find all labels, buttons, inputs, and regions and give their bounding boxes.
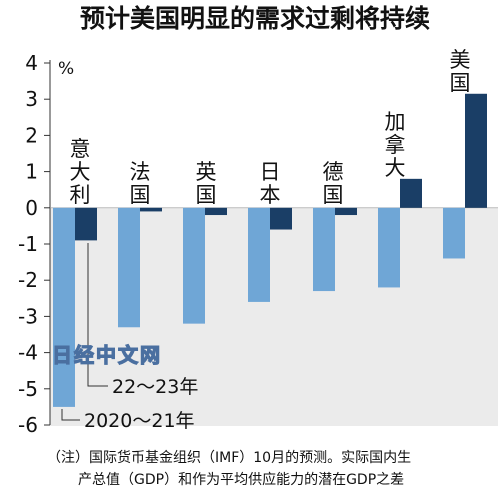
y-tick-label: 2 xyxy=(25,123,38,147)
footnote-line-1: （注）国际货币基金组织（IMF）10月的预测。实际国内生 xyxy=(47,449,411,466)
legend-label-light: 2020～21年 xyxy=(84,410,195,432)
watermark: 日经中文网 xyxy=(52,343,162,367)
bar-2020-21-0 xyxy=(53,207,75,407)
y-tick-label: -5 xyxy=(18,377,38,401)
y-tick-label: -6 xyxy=(18,413,38,437)
bar-22-23-3 xyxy=(270,207,292,230)
legend-label-dark: 22～23年 xyxy=(112,376,198,398)
bar-22-23-1 xyxy=(140,207,162,212)
legend-leader-light xyxy=(61,409,80,421)
y-tick-label: 3 xyxy=(25,87,38,111)
bar-2020-21-4 xyxy=(313,207,335,292)
chart-title: 预计美国明显的需求过剩将持续 xyxy=(80,4,430,33)
bar-2020-21-6 xyxy=(443,207,465,259)
y-ticks: 4 3 2 1 0 -1 -2 -3 -4 -5 -6 xyxy=(18,51,498,437)
category-label-1: 法国 xyxy=(130,160,151,207)
bar-22-23-2 xyxy=(205,207,227,216)
y-tick-label: -4 xyxy=(18,341,38,365)
footnote-line-2: 产总值（GDP）和作为平均供应能力的潜在GDP之差 xyxy=(78,471,404,488)
category-label-0: 意大利 xyxy=(70,137,91,207)
category-label-4: 德国 xyxy=(323,160,344,207)
unit-label: % xyxy=(58,59,74,79)
y-tick-label: -2 xyxy=(18,268,38,292)
bar-22-23-5 xyxy=(400,178,422,208)
category-label-5: 加拿大 xyxy=(385,110,406,180)
bar-22-23-6 xyxy=(465,93,487,208)
y-tick-label: 0 xyxy=(25,196,38,220)
bar-2020-21-3 xyxy=(248,207,270,302)
y-tick-label: 4 xyxy=(25,51,38,75)
bar-2020-21-2 xyxy=(183,207,205,324)
category-label-6: 美国 xyxy=(450,48,471,95)
category-label-2: 英国 xyxy=(196,160,217,207)
legend-leader-dark xyxy=(87,243,108,387)
y-tick-label: -1 xyxy=(18,232,38,256)
bars xyxy=(53,93,487,407)
bar-22-23-4 xyxy=(335,207,357,216)
y-tick-label: -3 xyxy=(18,304,38,328)
y-tick-label: 1 xyxy=(25,160,38,184)
category-label-3: 日本 xyxy=(260,160,281,207)
bar-2020-21-5 xyxy=(378,207,400,288)
bar-22-23-0 xyxy=(75,207,97,241)
bar-2020-21-1 xyxy=(118,207,140,328)
